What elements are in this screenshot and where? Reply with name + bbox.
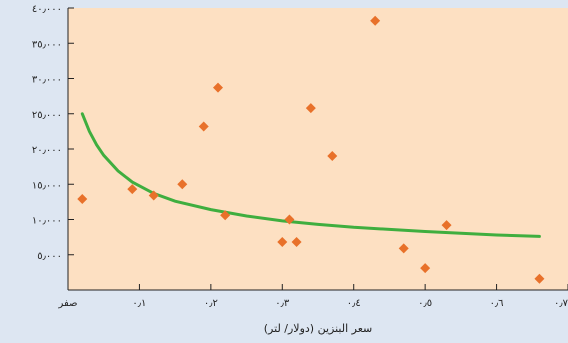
data-point — [220, 210, 231, 221]
x-axis: صفر ٠٫١ ٠٫٢ ٠٫٣ ٠٫٤ ٠٫٥ ٠٫٦ ٠٫٧ — [57, 284, 568, 309]
y-tick-label: ٣٠٫٠٠٠ — [32, 75, 62, 86]
data-point — [398, 243, 409, 254]
x-tick-label: ٠٫٧ — [554, 298, 568, 309]
y-tick-label: ١٠٫٠٠٠ — [32, 216, 62, 227]
data-point — [420, 263, 431, 274]
data-point — [327, 151, 338, 162]
data-point — [284, 214, 295, 225]
x-tick-label: ٠٫٣ — [275, 298, 290, 309]
data-point — [77, 194, 88, 205]
data-point — [177, 179, 188, 190]
y-tick-label: ٢٥٫٠٠٠ — [32, 110, 62, 121]
y-tick-label: ٤٠٫٠٠٠ — [32, 4, 62, 15]
x-tick-label: صفر — [57, 298, 77, 309]
x-tick-label: ٠٫٦ — [490, 298, 504, 309]
y-tick-label: ٥٫٠٠٠ — [37, 251, 62, 262]
plot-area — [68, 8, 568, 290]
x-tick-label: ٠٫١ — [132, 298, 146, 309]
data-point — [305, 103, 316, 114]
data-point — [277, 237, 288, 248]
y-tick-label: ١٥٫٠٠٠ — [32, 180, 62, 191]
data-point — [534, 273, 545, 284]
data-point — [441, 220, 452, 231]
y-tick-label: ٢٠٫٠٠٠ — [32, 145, 62, 156]
data-point — [370, 15, 381, 26]
y-tick-label: ٣٥٫٠٠٠ — [32, 39, 62, 50]
data-point — [213, 82, 223, 93]
x-tick-label: ٠٫٤ — [347, 298, 361, 309]
data-point — [198, 121, 209, 132]
data-point — [291, 237, 302, 248]
data-point — [148, 190, 159, 201]
x-axis-title: سعر البنزين (دولار/ لتر) — [264, 322, 372, 335]
trend-line — [80, 112, 541, 238]
data-point — [127, 184, 138, 195]
x-tick-label: ٠٫٢ — [204, 298, 218, 309]
x-tick-label: ٠٫٥ — [418, 298, 432, 309]
y-axis: ٥٫٠٠٠ ١٠٫٠٠٠ ١٥٫٠٠٠ ٢٠٫٠٠٠ ٢٥٫٠٠٠ ٣٠٫٠٠٠ ٣٥٫٠٠… — [32, 4, 74, 290]
data-points — [77, 15, 545, 284]
